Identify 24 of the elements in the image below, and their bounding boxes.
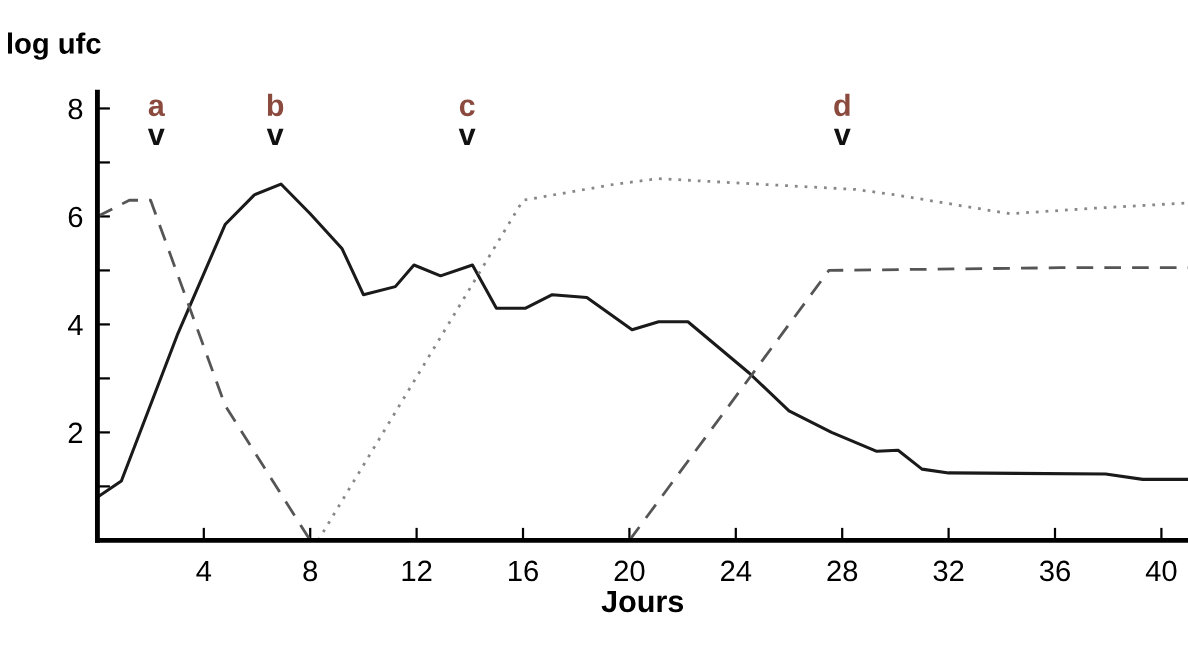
annotation: v xyxy=(833,128,851,145)
annotation: v xyxy=(147,128,165,145)
annotation: d xyxy=(834,93,850,117)
x-tick-label: 4 xyxy=(196,560,212,581)
y-tick-label: 6 xyxy=(68,206,83,228)
x-tick-label: 36 xyxy=(1039,560,1070,582)
annotation: v xyxy=(458,128,476,145)
x-axis-title: Jours xyxy=(601,590,684,613)
annotation: v xyxy=(266,128,284,145)
annotation: c xyxy=(459,99,475,117)
x-tick-label: 16 xyxy=(509,560,538,582)
x-tick-label: 40 xyxy=(1145,560,1177,582)
x-tick-label: 24 xyxy=(721,560,752,581)
y-axis-title: log ufc xyxy=(7,32,101,60)
x-tick-label: 20 xyxy=(614,560,645,582)
x-tick-label: 12 xyxy=(402,560,432,581)
annotation: a xyxy=(148,99,165,117)
y-tick-label: 8 xyxy=(68,98,83,120)
x-tick-label: 32 xyxy=(933,560,964,582)
y-tick-label: 4 xyxy=(67,314,83,335)
x-tick-label: 28 xyxy=(827,560,858,582)
x-tick-label: 8 xyxy=(303,560,318,582)
y-tick-label: 2 xyxy=(68,422,83,443)
annotation: b xyxy=(267,93,284,117)
